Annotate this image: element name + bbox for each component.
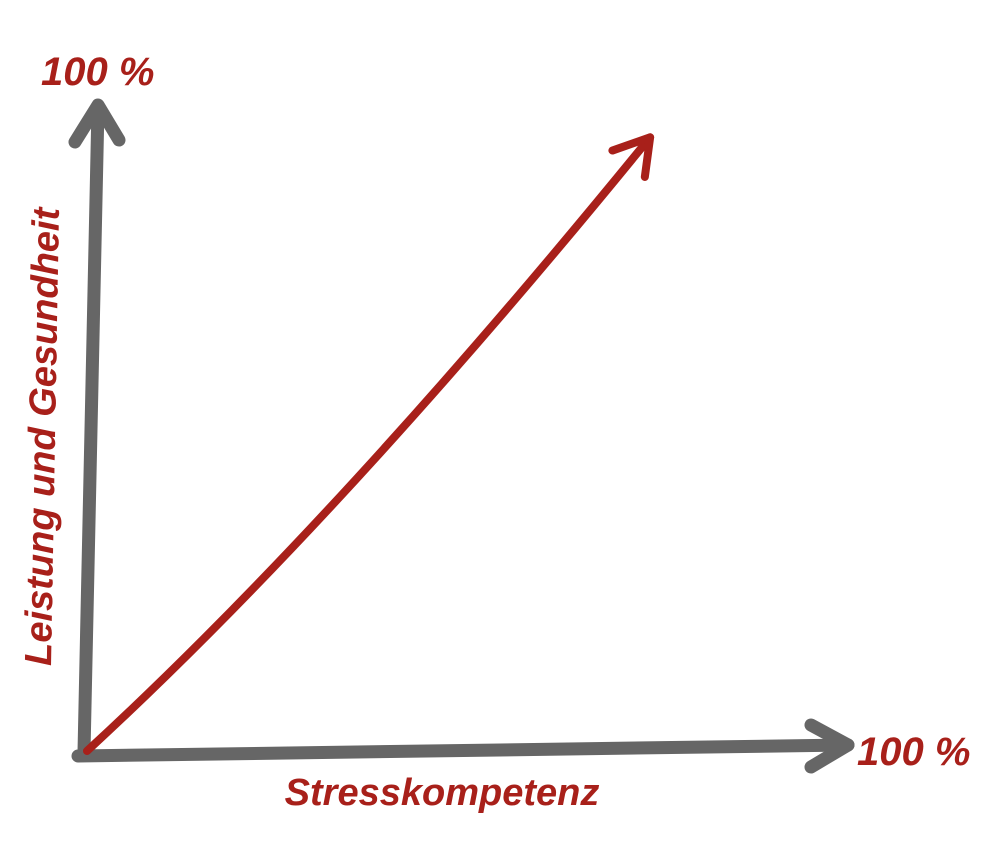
series-group: [83, 133, 655, 755]
axes: [68, 98, 855, 774]
y-axis-line: [77, 100, 105, 759]
y-axis-end-label: 100 %: [41, 50, 154, 94]
x-axis-end-label: 100 %: [857, 730, 970, 774]
series-line: [83, 133, 655, 755]
series-arrowhead: [608, 133, 655, 181]
y-axis-arrowhead: [68, 98, 126, 149]
x-axis-title: Stresskompetenz: [285, 772, 600, 814]
x-axis-arrowhead: [804, 718, 855, 774]
x-axis-line: [71, 738, 855, 763]
y-axis-title: Leistung und Gesundheit: [18, 206, 68, 666]
